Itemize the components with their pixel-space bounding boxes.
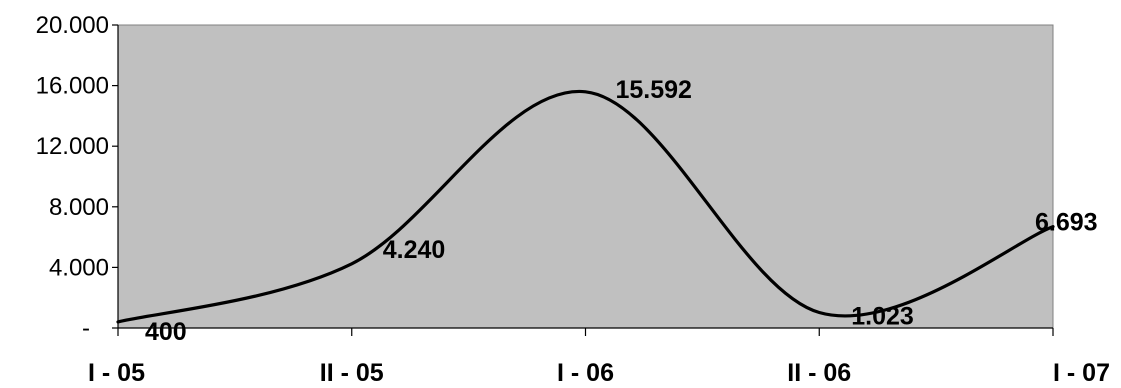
y-tick-label: 8.000 xyxy=(49,194,109,221)
data-label: 1.023 xyxy=(851,303,914,331)
plot-area xyxy=(117,24,1054,329)
y-tick-label: 16.000 xyxy=(36,73,109,100)
y-tick-label: 4.000 xyxy=(49,254,109,281)
x-ticks: I - 05 II - 05 I - 06 II - 06 I - 07 xyxy=(88,328,1110,387)
x-tick-label: I - 05 xyxy=(88,359,145,387)
data-labels: 400 4.240 15.592 1.023 6.693 xyxy=(145,76,1098,346)
x-tick-label: II - 06 xyxy=(787,359,851,387)
x-tick-label: II - 05 xyxy=(320,359,384,387)
y-ticks: - 4.000 8.000 12.000 16.000 20.000 xyxy=(36,12,118,342)
y-tick-label: - xyxy=(82,315,90,342)
data-label: 6.693 xyxy=(1035,209,1098,237)
x-tick-label: I - 06 xyxy=(557,359,614,387)
series-line xyxy=(116,90,1055,324)
data-label: 15.592 xyxy=(616,76,692,104)
x-tick-label: I - 07 xyxy=(1053,359,1110,387)
data-label: 4.240 xyxy=(383,236,446,264)
data-label: 400 xyxy=(145,318,187,346)
y-tick-label: 12.000 xyxy=(36,133,109,160)
y-tick-label: 20.000 xyxy=(36,12,109,39)
